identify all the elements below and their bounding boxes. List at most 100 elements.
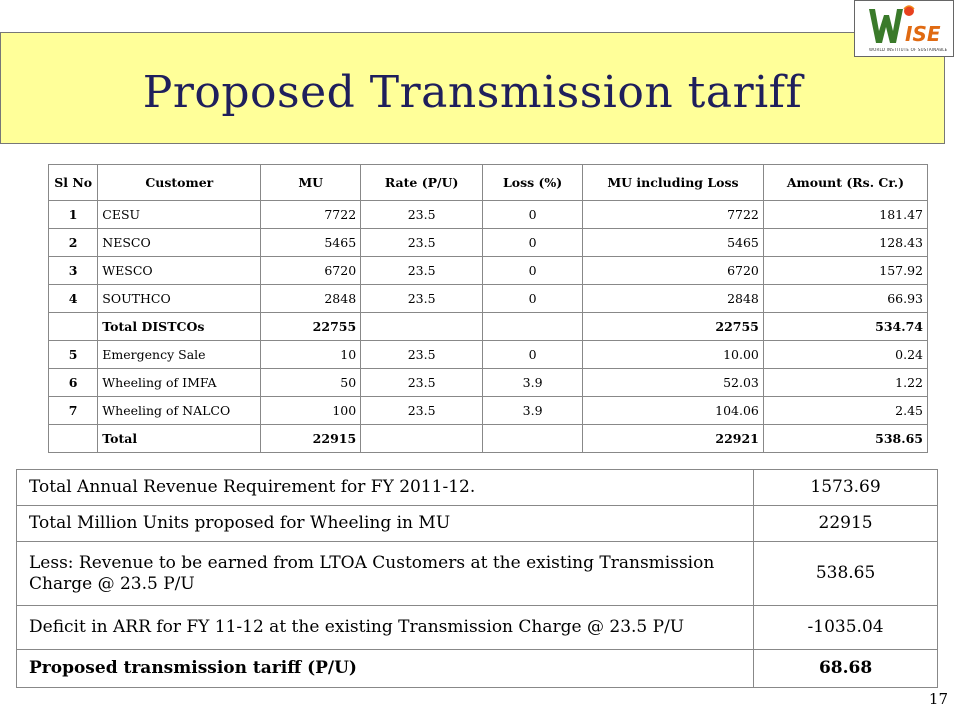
cell-mu-loss: 104.06	[582, 396, 764, 425]
cell-mu-loss: 2848	[582, 284, 764, 313]
cell-rate: 23.5	[360, 284, 484, 313]
summary-label: Less: Revenue to be earned from LTOA Cus…	[15, 541, 755, 606]
table-row: 4 SOUTHCO 2848 23.5 0 2848 66.93	[47, 284, 929, 313]
cell-loss: 0	[482, 340, 584, 369]
cell-loss: 3.9	[482, 396, 584, 425]
cell-mu: 5465	[260, 228, 362, 257]
cell-mu: 22915	[260, 424, 362, 453]
table-total-row: Total 22915 22921 538.65	[47, 424, 929, 453]
table-row: 6 Wheeling of IMFA 50 23.5 3.9 52.03 1.22	[47, 368, 929, 397]
title-banner: Proposed Transmission tariff	[0, 32, 945, 144]
summary-label: Deficit in ARR for FY 11-12 at the exist…	[15, 605, 755, 650]
summary-row: Total Annual Revenue Requirement for FY …	[15, 469, 938, 506]
cell-mu-loss: 22921	[582, 424, 764, 453]
cell-mu: 6720	[260, 256, 362, 285]
table-row: 2 NESCO 5465 23.5 0 5465 128.43	[47, 228, 929, 257]
cell-amount: 2.45	[762, 396, 929, 425]
summary-label: Total Annual Revenue Requirement for FY …	[15, 469, 755, 506]
table-header-row: Sl No Customer MU Rate (P/U) Loss (%) MU…	[47, 164, 929, 201]
cell-customer: Emergency Sale	[97, 340, 262, 369]
cell-sl: 1	[47, 200, 99, 229]
table-total-row: Total DISTCOs 22755 22755 534.74	[47, 312, 929, 341]
cell-amount: 534.74	[762, 312, 929, 341]
slide-title: Proposed Transmission tariff	[142, 66, 803, 118]
column-header: Loss (%)	[482, 164, 584, 201]
cell-mu-loss: 52.03	[582, 368, 764, 397]
cell-customer: Total	[97, 424, 262, 453]
cell-rate	[360, 312, 484, 341]
cell-mu: 22755	[260, 312, 362, 341]
cell-amount: 538.65	[762, 424, 929, 453]
cell-amount: 66.93	[762, 284, 929, 313]
cell-rate: 23.5	[360, 340, 484, 369]
cell-mu: 10	[260, 340, 362, 369]
cell-amount: 0.24	[762, 340, 929, 369]
cell-loss: 0	[482, 228, 584, 257]
cell-sl: 6	[47, 368, 99, 397]
column-header: MU	[260, 164, 362, 201]
table-row: 7 Wheeling of NALCO 100 23.5 3.9 104.06 2.45	[47, 396, 929, 425]
table-row: 3 WESCO 6720 23.5 0 6720 157.92	[47, 256, 929, 285]
cell-mu-loss: 5465	[582, 228, 764, 257]
summary-value: 1573.69	[753, 469, 938, 506]
column-header: Customer	[97, 164, 262, 201]
page-number: 17	[928, 690, 948, 708]
cell-mu-loss: 6720	[582, 256, 764, 285]
summary-row: Deficit in ARR for FY 11-12 at the exist…	[15, 605, 938, 650]
cell-rate	[360, 424, 484, 453]
cell-loss: 0	[482, 200, 584, 229]
cell-mu-loss: 10.00	[582, 340, 764, 369]
summary-row: Less: Revenue to be earned from LTOA Cus…	[15, 541, 938, 606]
table-row: 5 Emergency Sale 10 23.5 0 10.00 0.24	[47, 340, 929, 369]
cell-mu: 50	[260, 368, 362, 397]
cell-sl: 2	[47, 228, 99, 257]
column-header: Sl No	[47, 164, 99, 201]
cell-rate: 23.5	[360, 368, 484, 397]
summary-row: Total Million Units proposed for Wheelin…	[15, 505, 938, 542]
logo-tagline: WORLD INSTITUTE OF SUSTAINABLE ENERGY	[869, 48, 949, 52]
cell-rate: 23.5	[360, 256, 484, 285]
cell-customer: Total DISTCOs	[97, 312, 262, 341]
cell-sl: 3	[47, 256, 99, 285]
summary-label: Proposed transmission tariff (P/U)	[15, 649, 755, 688]
cell-mu-loss: 22755	[582, 312, 764, 341]
summary-value: -1035.04	[753, 605, 938, 650]
wise-logo: ISE WORLD INSTITUTE OF SUSTAINABLE ENERG…	[854, 0, 954, 57]
cell-amount: 128.43	[762, 228, 929, 257]
cell-customer: Wheeling of IMFA	[97, 368, 262, 397]
table-row: 1 CESU 7722 23.5 0 7722 181.47	[47, 200, 929, 229]
tariff-table: Sl No Customer MU Rate (P/U) Loss (%) MU…	[47, 164, 929, 453]
summary-row-total: Proposed transmission tariff (P/U) 68.68	[15, 649, 938, 688]
summary-value: 22915	[753, 505, 938, 542]
cell-customer: CESU	[97, 200, 262, 229]
summary-label: Total Million Units proposed for Wheelin…	[15, 505, 755, 542]
cell-amount: 157.92	[762, 256, 929, 285]
cell-mu: 100	[260, 396, 362, 425]
cell-mu: 7722	[260, 200, 362, 229]
summary-table: Total Annual Revenue Requirement for FY …	[15, 469, 938, 688]
cell-amount: 181.47	[762, 200, 929, 229]
cell-rate: 23.5	[360, 228, 484, 257]
cell-customer: Wheeling of NALCO	[97, 396, 262, 425]
cell-loss: 0	[482, 256, 584, 285]
wise-logo-icon: ISE	[869, 5, 941, 46]
cell-customer: WESCO	[97, 256, 262, 285]
cell-customer: NESCO	[97, 228, 262, 257]
cell-loss	[482, 424, 584, 453]
cell-loss	[482, 312, 584, 341]
summary-value: 538.65	[753, 541, 938, 606]
column-header: Amount (Rs. Cr.)	[762, 164, 929, 201]
cell-amount: 1.22	[762, 368, 929, 397]
cell-loss: 3.9	[482, 368, 584, 397]
cell-rate: 23.5	[360, 200, 484, 229]
cell-mu-loss: 7722	[582, 200, 764, 229]
column-header: Rate (P/U)	[360, 164, 484, 201]
cell-sl	[47, 424, 99, 453]
cell-sl: 5	[47, 340, 99, 369]
cell-mu: 2848	[260, 284, 362, 313]
cell-sl: 4	[47, 284, 99, 313]
cell-customer: SOUTHCO	[97, 284, 262, 313]
svg-text:ISE: ISE	[905, 22, 941, 46]
cell-rate: 23.5	[360, 396, 484, 425]
cell-loss: 0	[482, 284, 584, 313]
